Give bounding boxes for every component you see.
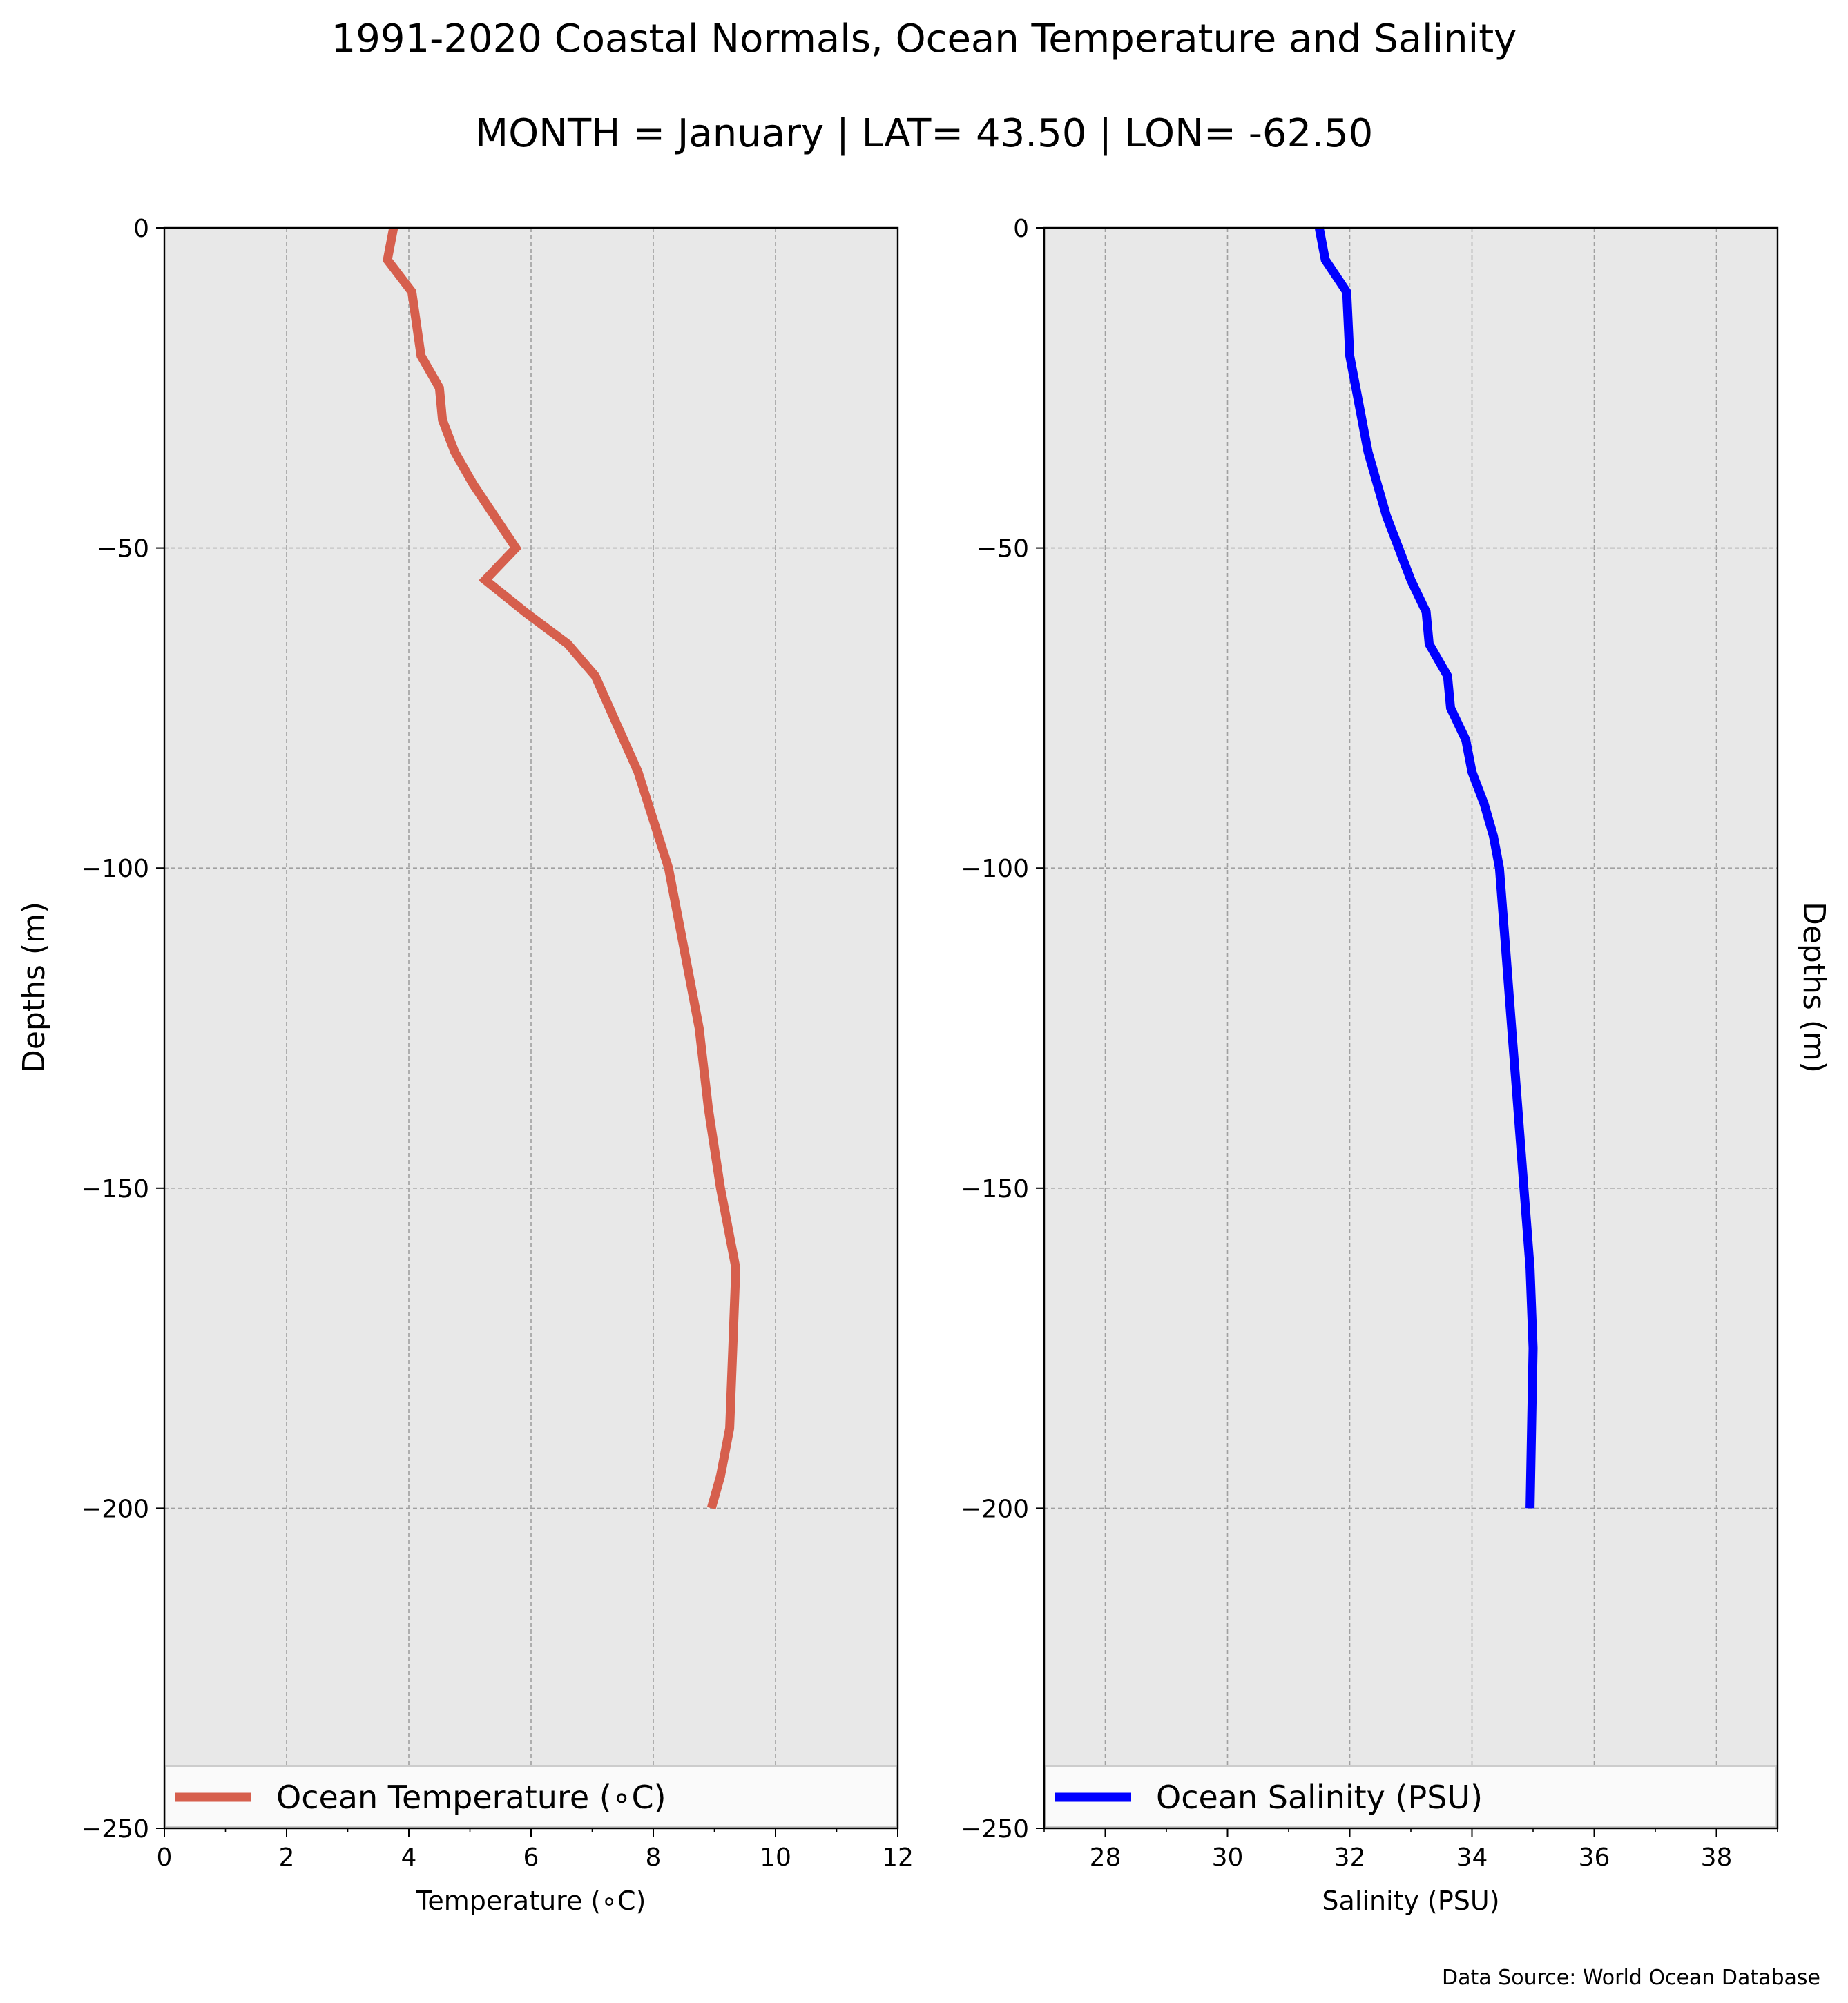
salinity-x-tick-label: 34 (1456, 1844, 1488, 1872)
salinity-x-tick-label: 38 (1701, 1844, 1733, 1872)
temperature-x-tick-label: 8 (646, 1844, 662, 1872)
temperature-x-tick-label: 10 (760, 1844, 791, 1872)
salinity-x-axis-label: Salinity (PSU) (1322, 1886, 1499, 1916)
data-source-note: Data Source: World Ocean Database (1442, 1966, 1820, 1990)
salinity-y-tick-label: 0 (1013, 215, 1029, 243)
temperature-y-tick-label: −150 (81, 1175, 149, 1203)
salinity-y-tick-label: −50 (976, 535, 1029, 563)
y-axis-label-left: Depths (m) (17, 902, 52, 1073)
salinity-x-tick-label: 30 (1212, 1844, 1244, 1872)
y-axis-label-right: Depths (m) (1796, 902, 1831, 1073)
temperature-x-tick-label: 2 (279, 1844, 295, 1872)
salinity-panel: 28 30 32 34 36 38 0 −50 −100 −150 −200 −250 Ocean Sa… (961, 215, 1779, 1916)
salinity-y-tick-label: −100 (961, 855, 1029, 883)
salinity-y-tick-label: −200 (961, 1495, 1029, 1523)
salinity-x-tick-label: 28 (1090, 1844, 1122, 1872)
temperature-legend-label: Ocean Temperature (∘C) (276, 1779, 666, 1816)
temperature-y-tick-label: −250 (81, 1815, 149, 1844)
temperature-series-line (383, 226, 741, 1510)
temperature-legend-box (165, 1765, 897, 1828)
salinity-x-tick-label: 36 (1579, 1844, 1610, 1872)
temperature-y-tick-label: −200 (81, 1495, 149, 1523)
temperature-y-tick-label: −100 (81, 855, 149, 883)
temperature-axes-frame (163, 226, 899, 1830)
temperature-y-tick-label: −50 (97, 535, 149, 563)
salinity-axes-frame (1043, 226, 1779, 1830)
salinity-legend-box (1045, 1765, 1777, 1828)
chart-title: 1991-2020 Coastal Normals, Ocean Tempera… (331, 17, 1517, 61)
salinity-series-line (1314, 226, 1538, 1509)
salinity-y-tick-label: −150 (961, 1175, 1029, 1203)
temperature-x-tick-label: 12 (882, 1844, 914, 1872)
salinity-y-tick-label: −250 (961, 1815, 1029, 1844)
temperature-panel: 0 2 4 6 8 10 12 0 −50 −100 −150 −200 −250 Ocean Tempe… (81, 215, 914, 1916)
temperature-x-tick-label: 6 (523, 1844, 539, 1872)
chart-subtitle: MONTH = January | LAT= 43.50 | LON= -62.… (475, 111, 1373, 156)
salinity-plot-area (1044, 228, 1778, 1828)
temperature-y-tick-label: 0 (133, 215, 149, 243)
temperature-x-axis-label: Temperature (∘C) (416, 1886, 646, 1916)
salinity-legend-label: Ocean Salinity (PSU) (1156, 1779, 1483, 1816)
temperature-x-tick-label: 4 (401, 1844, 417, 1872)
temperature-x-tick-label: 0 (157, 1844, 173, 1872)
salinity-x-tick-label: 32 (1334, 1844, 1366, 1872)
